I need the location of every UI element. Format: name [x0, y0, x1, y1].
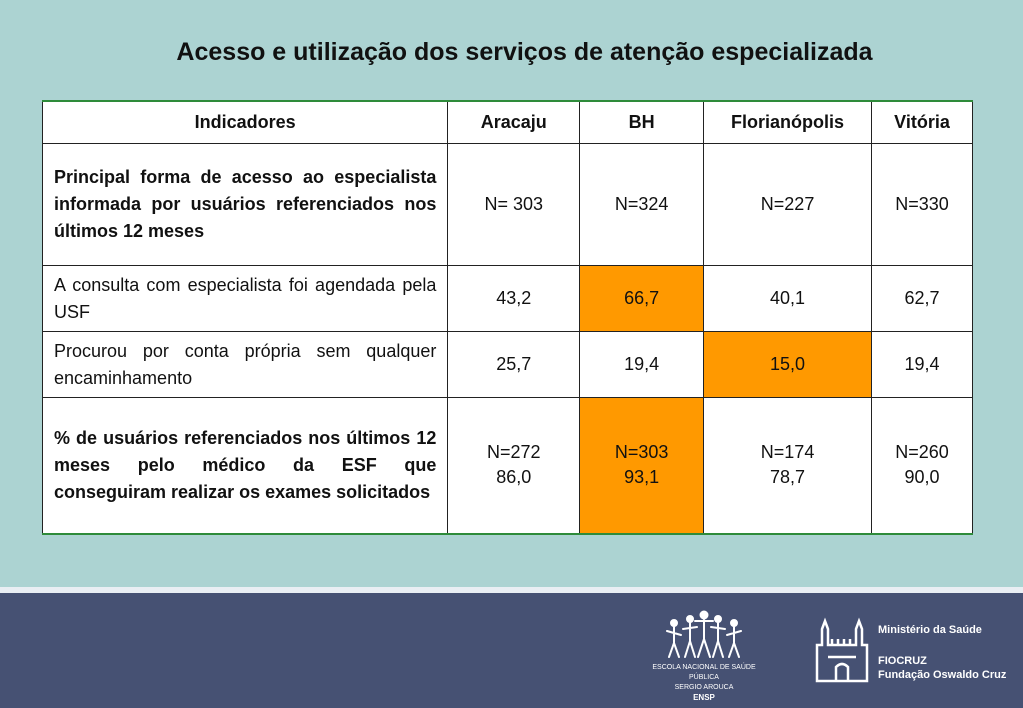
header-vitoria: Vitória [871, 100, 973, 144]
fiocruz-castle-logo-icon [815, 617, 869, 683]
indicator-cell: Procurou por conta própria sem qualquer … [41, 331, 449, 398]
value-line: N=303 [614, 442, 669, 463]
ministry-label: Ministério da Saúde [878, 624, 982, 636]
value-line: N=324 [614, 194, 669, 214]
value-cell: N=272 86,0 [447, 397, 581, 534]
table-row: Principal forma de acesso ao especialist… [41, 143, 973, 266]
value-line: N=227 [760, 194, 815, 214]
highlighted-value-cell: 15,0 [703, 331, 873, 398]
value-cell: N= 303 [447, 143, 581, 266]
value-cell: N=324 [579, 143, 705, 266]
ensp-figures-logo-icon [666, 610, 742, 658]
table-header-row: Indicadores Aracaju BH Florianópolis Vit… [41, 100, 973, 144]
value-line: 78,7 [770, 467, 806, 488]
value-line: 43,2 [496, 288, 532, 308]
value-cell: 43,2 [447, 265, 581, 332]
value-cell: N=227 [703, 143, 873, 266]
header-florianopolis: Florianópolis [703, 100, 873, 144]
value-line: N=330 [895, 194, 949, 214]
value-line: 90,0 [904, 467, 940, 488]
header-bh: BH [579, 100, 705, 144]
value-line: 86,0 [496, 467, 532, 488]
value-line: N= 303 [484, 194, 544, 214]
value-line: 93,1 [624, 467, 660, 488]
value-cell: 40,1 [703, 265, 873, 332]
fiocruz-label: FIOCRUZ [878, 655, 927, 667]
value-line: 25,7 [496, 354, 532, 374]
value-line: 62,7 [904, 288, 940, 308]
header-indicadores: Indicadores [41, 100, 449, 144]
ensp-logo: ESCOLA NACIONAL DE SAÚDE PÚBLICA SERGIO … [648, 607, 760, 703]
ensp-abbr: ENSP [693, 693, 715, 702]
indicator-cell: % de usuários referenciados nos últimos … [41, 397, 449, 534]
value-line: 40,1 [770, 288, 806, 308]
value-line: N=174 [760, 442, 815, 463]
value-line: 15,0 [770, 354, 806, 374]
value-line: N=272 [487, 442, 541, 463]
value-cell: 25,7 [447, 331, 581, 398]
value-cell: 19,4 [871, 331, 973, 398]
fiocruz-full-label: Fundação Oswaldo Cruz [878, 669, 1007, 681]
value-cell: N=260 90,0 [871, 397, 973, 534]
table-row: % de usuários referenciados nos últimos … [41, 397, 973, 534]
table-row: A consulta com especialista foi agendada… [41, 265, 973, 332]
value-line: 19,4 [624, 354, 660, 374]
footer-band [0, 593, 1023, 708]
highlighted-value-cell: N=303 93,1 [579, 397, 705, 534]
value-line: 19,4 [904, 354, 940, 374]
value-cell: 62,7 [871, 265, 973, 332]
table-row: Procurou por conta própria sem qualquer … [41, 331, 973, 398]
ensp-caption: ESCOLA NACIONAL DE SAÚDE PÚBLICA SERGIO … [648, 663, 760, 703]
ensp-line1: ESCOLA NACIONAL DE SAÚDE PÚBLICA [652, 664, 756, 681]
value-line: N=260 [895, 442, 949, 463]
value-line: 66,7 [624, 288, 660, 308]
indicators-table: Indicadores Aracaju BH Florianópolis Vit… [41, 100, 973, 535]
value-cell: N=174 78,7 [703, 397, 873, 534]
indicator-cell: A consulta com especialista foi agendada… [41, 265, 449, 332]
value-cell: 19,4 [579, 331, 705, 398]
footer-divider [0, 587, 1023, 593]
indicator-cell: Principal forma de acesso ao especialist… [41, 143, 449, 266]
value-cell: N=330 [871, 143, 973, 266]
highlighted-value-cell: 66,7 [579, 265, 705, 332]
slide-title: Acesso e utilização dos serviços de aten… [176, 38, 873, 66]
ensp-line2: SERGIO AROUCA [674, 684, 734, 691]
header-aracaju: Aracaju [447, 100, 581, 144]
